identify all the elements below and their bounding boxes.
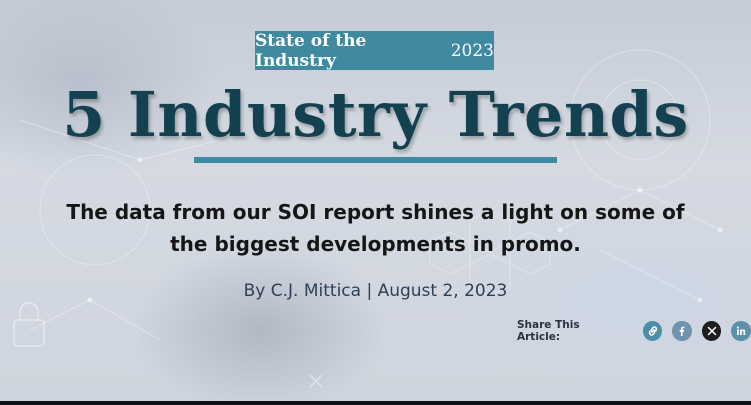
facebook-icon xyxy=(679,326,685,336)
article-byline: By C.J. Mittica | August 2, 2023 xyxy=(243,281,508,301)
linkedin-icon xyxy=(737,326,746,335)
page-title: 5 Industry Trends xyxy=(62,78,689,151)
share-label: Share This Article: xyxy=(517,319,580,343)
tag-year: 2023 xyxy=(450,40,494,61)
share-facebook-button[interactable] xyxy=(672,321,692,341)
share-linkedin-button[interactable] xyxy=(731,321,751,341)
article-subtitle: The data from our SOI report shines a li… xyxy=(66,200,685,256)
share-x-button[interactable] xyxy=(701,321,722,341)
x-icon xyxy=(707,326,716,336)
category-tag: State of the Industry 2023 xyxy=(255,30,494,71)
share-bar: Share This Article: xyxy=(517,318,751,344)
link-icon xyxy=(648,326,657,336)
share-link-button[interactable] xyxy=(642,321,663,341)
bottom-border xyxy=(0,401,751,405)
tag-title: State of the Industry xyxy=(255,30,367,71)
title-underline xyxy=(194,157,557,163)
